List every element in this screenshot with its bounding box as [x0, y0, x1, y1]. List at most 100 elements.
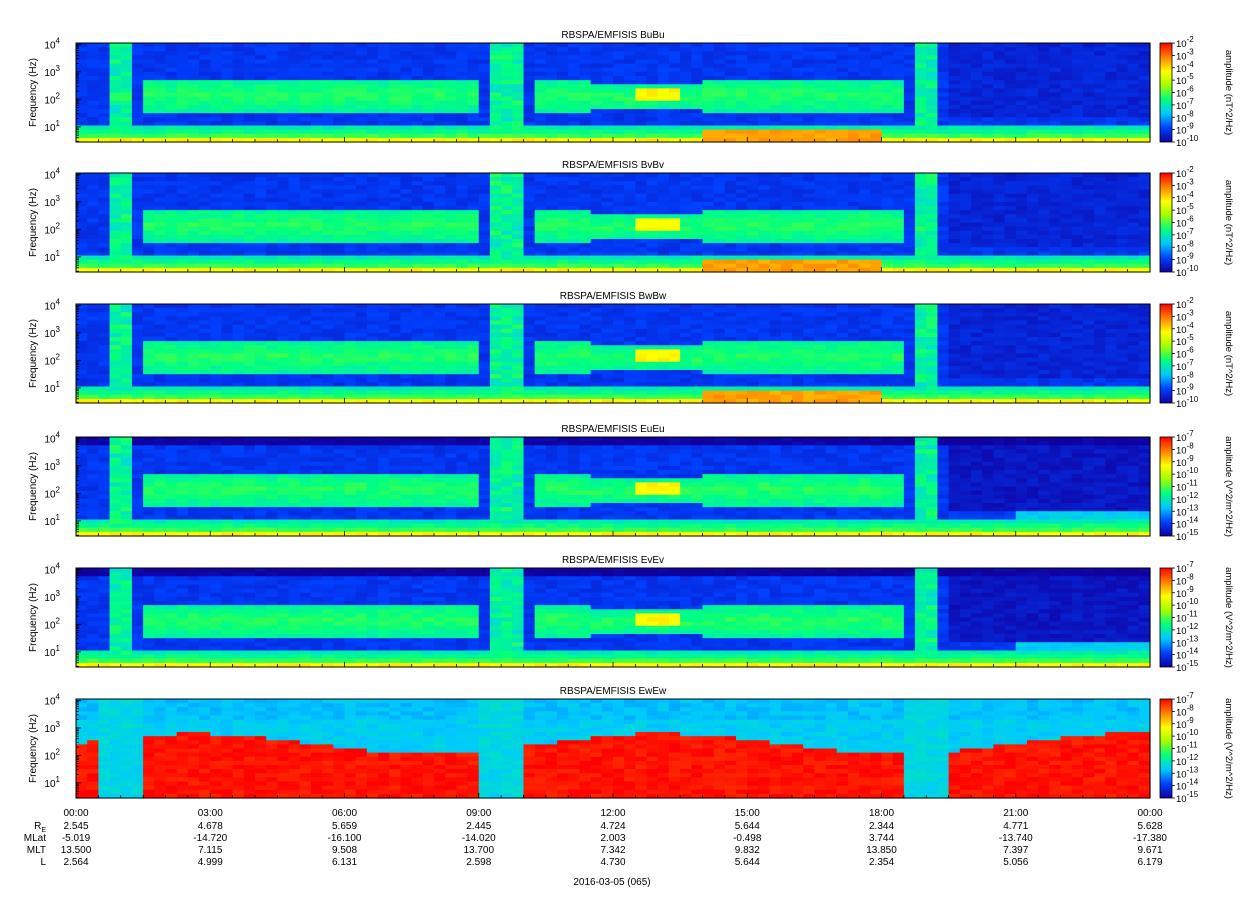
heatmap-cell — [266, 206, 278, 211]
heatmap-cell — [411, 133, 424, 139]
heatmap-cell — [1127, 193, 1140, 199]
heatmap-cell — [344, 214, 357, 219]
heatmap-cell — [400, 173, 413, 178]
heatmap-cell — [456, 239, 469, 244]
heatmap-cell — [1038, 51, 1050, 56]
heatmap-cell — [657, 129, 670, 135]
heatmap-cell — [847, 255, 860, 261]
heatmap-cell — [422, 230, 435, 236]
heatmap-cell — [243, 210, 256, 215]
heatmap-cell — [333, 76, 346, 81]
heatmap-cell — [400, 43, 413, 48]
heatmap-cell — [713, 189, 726, 195]
heatmap-cell — [982, 181, 994, 186]
heatmap-cell — [545, 173, 558, 178]
heatmap-cell — [344, 76, 357, 81]
heatmap-cell — [624, 67, 636, 73]
heatmap-cell — [557, 201, 569, 207]
heatmap-cell — [255, 255, 267, 261]
heatmap-cell — [926, 234, 939, 240]
heatmap-cell — [176, 88, 189, 94]
heatmap-cell — [993, 96, 1006, 102]
heatmap-cell — [1049, 92, 1062, 98]
heatmap-cell — [613, 51, 625, 56]
heatmap-cell — [1049, 47, 1062, 52]
heatmap-cell — [333, 193, 346, 199]
heatmap-cell — [959, 193, 972, 199]
heatmap-cell — [769, 96, 782, 102]
heatmap-cell — [568, 88, 581, 94]
heatmap-cell — [657, 104, 670, 110]
heatmap-cell — [187, 251, 200, 257]
heatmap-cell — [859, 243, 871, 248]
heatmap-cell — [1094, 189, 1106, 195]
heatmap-cell — [210, 185, 223, 191]
heatmap-cell — [523, 109, 536, 114]
heatmap-cell — [489, 76, 502, 81]
heatmap-cell — [534, 63, 547, 69]
heatmap-cell — [702, 104, 715, 110]
heatmap-cell — [1038, 247, 1050, 252]
heatmap-cell — [758, 109, 771, 114]
heatmap-cell — [266, 63, 278, 69]
heatmap-cell — [971, 55, 983, 61]
heatmap-cell — [971, 117, 983, 122]
heatmap-cell — [1049, 125, 1062, 131]
heatmap-cell — [221, 121, 234, 127]
heatmap-cell — [288, 92, 301, 98]
heatmap-cell — [187, 55, 200, 61]
heatmap-cell — [187, 92, 200, 98]
heatmap-cell — [187, 181, 200, 186]
heatmap-cell — [657, 100, 670, 106]
heatmap-cell — [557, 255, 569, 261]
heatmap-cell — [937, 76, 950, 81]
heatmap-cell — [1127, 84, 1140, 89]
heatmap-cell — [120, 117, 133, 122]
heatmap-cell — [199, 234, 211, 240]
heatmap-cell — [870, 92, 883, 98]
heatmap-cell — [903, 51, 916, 56]
heatmap-cell — [814, 226, 827, 232]
heatmap-cell — [456, 63, 469, 69]
heatmap-cell — [243, 84, 256, 89]
heatmap-cell — [534, 76, 547, 81]
heatmap-cell — [467, 76, 480, 81]
heatmap-cell — [1127, 55, 1140, 61]
heatmap-cell — [210, 47, 223, 52]
heatmap-cell — [1071, 189, 1084, 195]
heatmap-cell — [143, 137, 155, 143]
heatmap-cell — [1015, 263, 1028, 269]
heatmap-cell — [982, 218, 994, 224]
heatmap-cell — [579, 129, 592, 135]
heatmap-cell — [333, 96, 346, 102]
heatmap-cell — [545, 197, 558, 203]
heatmap-cell — [165, 247, 178, 252]
heatmap-cell — [557, 193, 569, 199]
heatmap-cell — [109, 324, 122, 330]
heatmap-cell — [859, 84, 871, 89]
heatmap-cell — [568, 243, 581, 248]
heatmap-cell — [489, 117, 502, 122]
heatmap-cell — [310, 173, 323, 178]
heatmap-cell — [1071, 109, 1084, 114]
heatmap-cell — [310, 234, 323, 240]
heatmap-cell — [1127, 47, 1140, 52]
heatmap-cell — [120, 332, 133, 338]
heatmap-cell — [378, 76, 390, 81]
heatmap-cell — [702, 263, 715, 269]
heatmap-cell — [903, 117, 916, 122]
heatmap-cell — [534, 71, 547, 77]
heatmap-cell — [545, 193, 558, 199]
heatmap-cell — [378, 255, 390, 261]
heatmap-cell — [366, 80, 379, 85]
heatmap-cell — [143, 259, 155, 265]
heatmap-cell — [1004, 59, 1017, 65]
heatmap-cell — [1127, 218, 1140, 224]
heatmap-cell — [87, 341, 99, 346]
heatmap-cell — [366, 113, 379, 118]
heatmap-cell — [747, 197, 760, 203]
heatmap-cell — [76, 104, 88, 110]
heatmap-cell — [568, 185, 581, 191]
heatmap-cell — [389, 239, 402, 244]
heatmap-cell — [478, 88, 491, 94]
